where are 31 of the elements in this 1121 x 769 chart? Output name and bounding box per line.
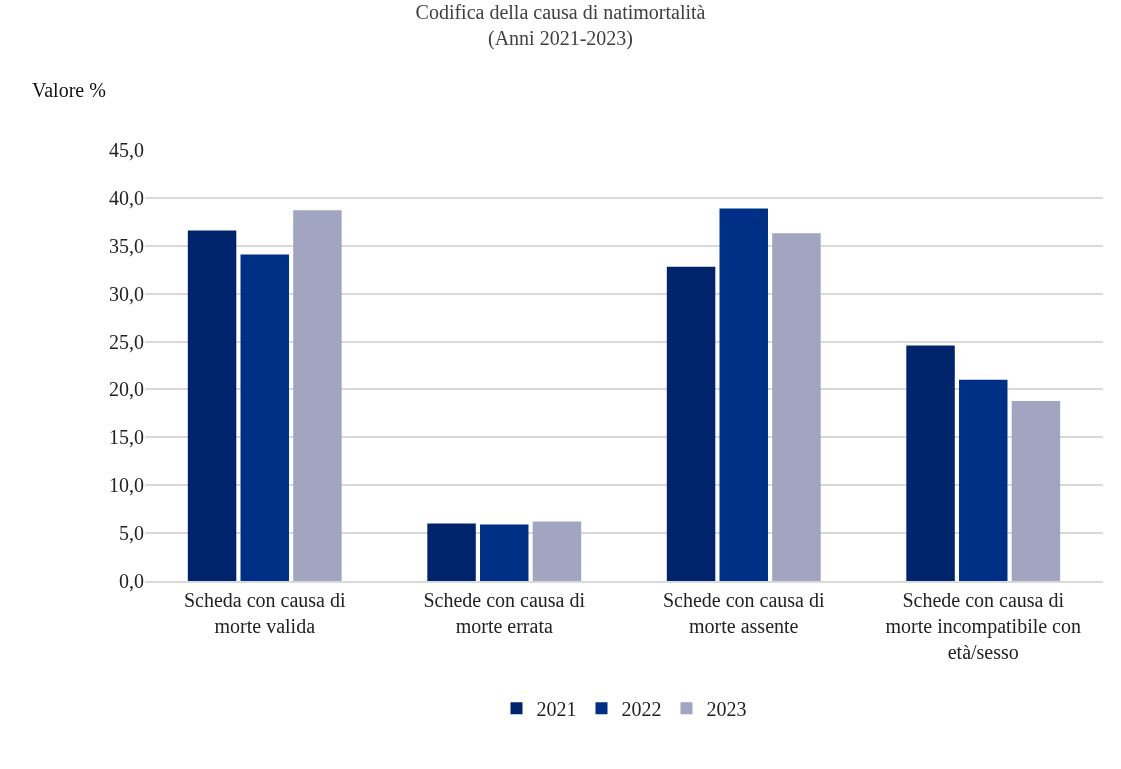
y-tick-label: 15,0 (109, 426, 144, 449)
bar (772, 233, 821, 581)
y-tick-label: 5,0 (119, 522, 144, 545)
bar (532, 521, 582, 581)
bar (187, 230, 237, 581)
y-axis-title: Valore % (32, 79, 106, 101)
y-tick-label: 10,0 (109, 474, 144, 497)
y-tick-label: 0,0 (119, 570, 144, 592)
y-tick-label: 35,0 (109, 234, 144, 257)
y-tick-label: 30,0 (109, 282, 144, 305)
bar (1011, 400, 1061, 581)
x-tick-label: Schede con causa di morte assente (662, 589, 825, 637)
bar (959, 379, 1008, 581)
legend-label: 2021 (536, 698, 577, 721)
bar (480, 524, 529, 581)
x-tick-label: Schede con causa di morte incompatibile con età/sesso (885, 589, 1081, 663)
x-tick-label: Scheda con causa di morte valida (183, 589, 346, 637)
x-tick-label: Schede con causa di morte errata (423, 589, 586, 637)
y-tick-label: 40,0 (109, 186, 144, 209)
bar (906, 345, 955, 581)
chart-title: Codifica della causa di natimortalità (Anni 2021-2023) (415, 1, 706, 51)
bar (719, 208, 768, 581)
y-tick-label: 45,0 (109, 139, 144, 161)
y-tick-label: 25,0 (109, 330, 144, 353)
bar (427, 523, 476, 581)
legend-label: 2022 (621, 698, 662, 721)
bar (666, 266, 716, 581)
bar (240, 254, 289, 581)
y-tick-label: 20,0 (109, 378, 144, 401)
bar (293, 210, 342, 581)
legend-label: 2023 (706, 698, 747, 721)
